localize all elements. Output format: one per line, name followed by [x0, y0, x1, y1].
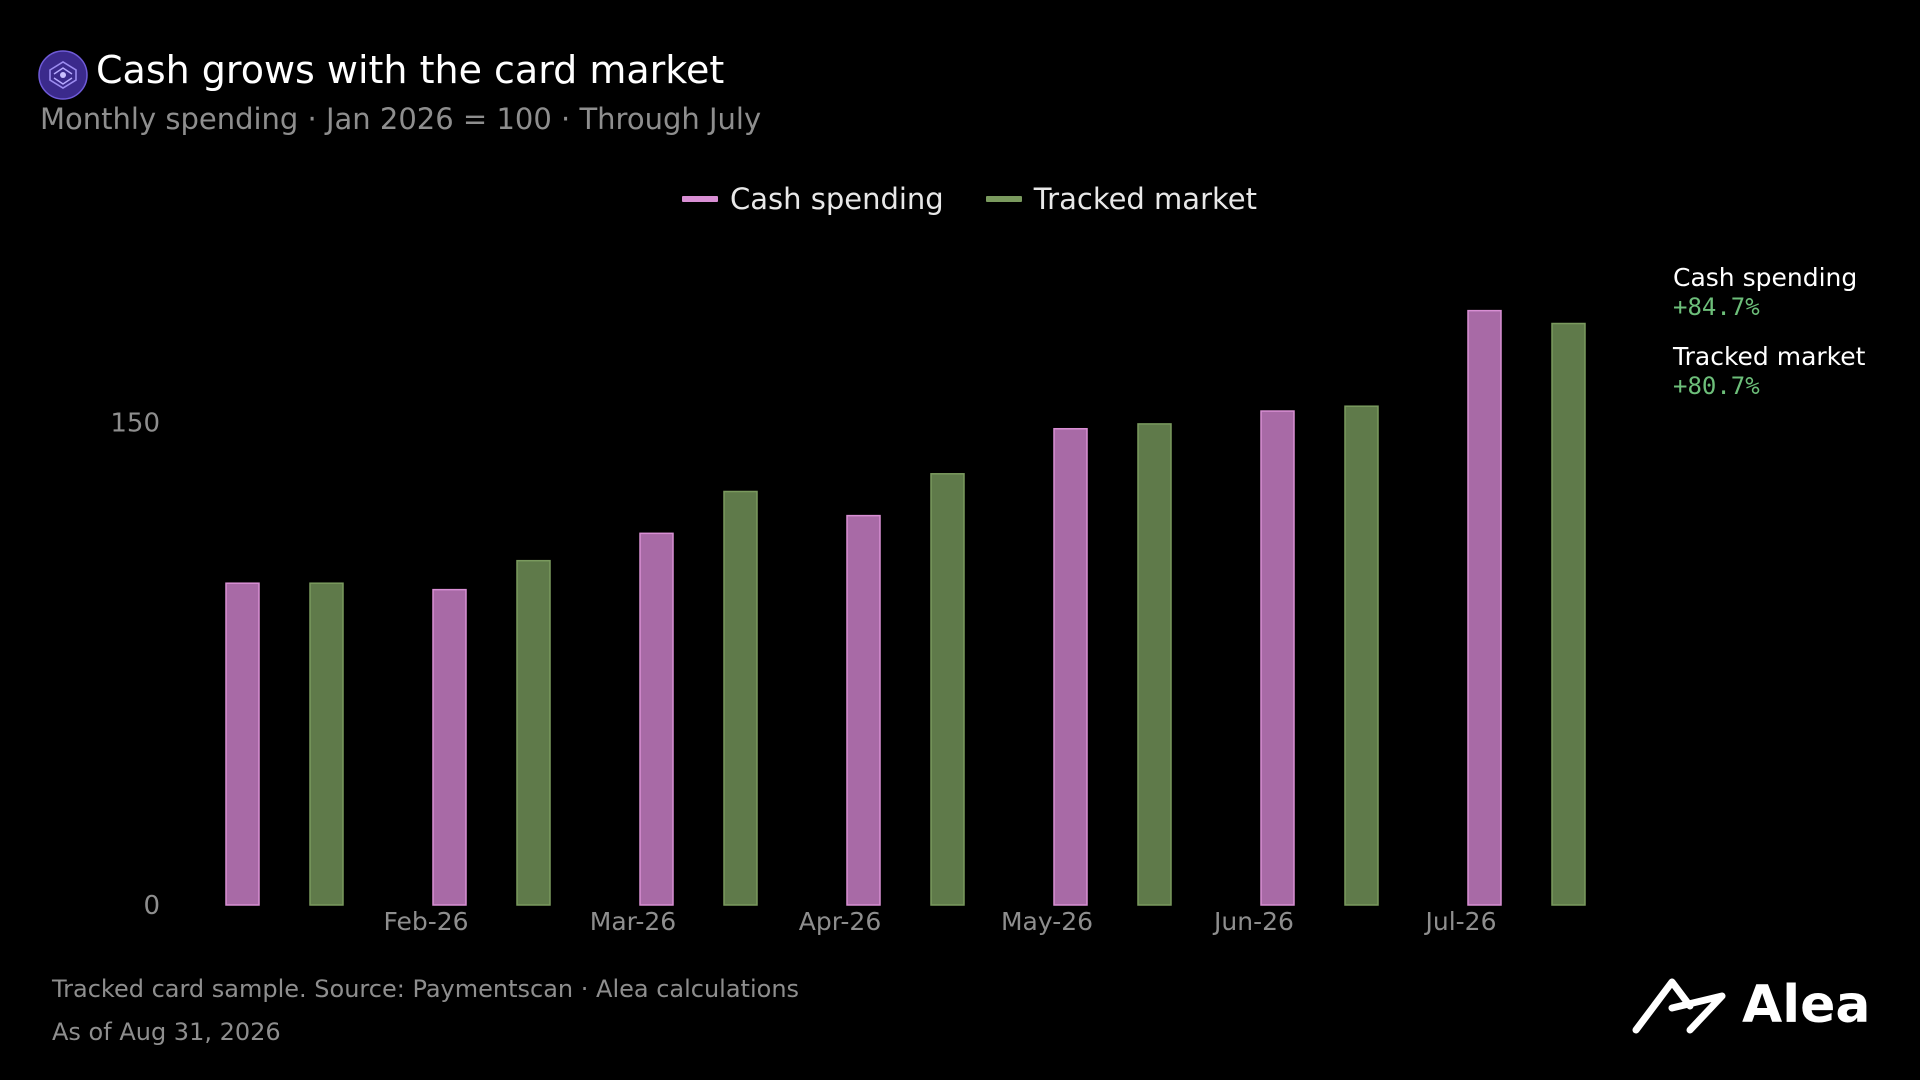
change-callouts: Cash spending +84.7% Tracked market +80.… [1673, 262, 1865, 420]
bar-tracked-market [930, 473, 965, 906]
bar-tracked-market [1551, 322, 1586, 906]
alea-logo-icon [1632, 972, 1726, 1038]
legend-item-cash: Cash spending [682, 182, 944, 216]
y-tick-label: 150 [110, 408, 160, 438]
callout-market: Tracked market +80.7% [1673, 341, 1865, 400]
bar-tracked-market [723, 490, 758, 906]
chart-subtitle: Monthly spending · Jan 2026 = 100 · Thro… [40, 102, 762, 136]
legend-swatch-cash [682, 196, 718, 202]
legend-swatch-market [985, 196, 1022, 202]
chart-title: Cash grows with the card market [96, 48, 725, 92]
bar-tracked-market [1344, 405, 1379, 906]
legend-label-market: Tracked market [1033, 182, 1257, 216]
legend-item-market: Tracked market [985, 182, 1257, 216]
bar-tracked-market [309, 582, 344, 906]
brand: Alea [1632, 972, 1872, 1038]
callout-market-value: +80.7% [1673, 372, 1760, 400]
bar-chart: 0 150 Feb-26 Mar-26 Apr-26 May-26 Jun-26 Jul-26 [110, 309, 1586, 936]
y-tick-label: 0 [143, 891, 160, 921]
x-tick-label: May-26 [1001, 907, 1093, 936]
source-note: Tracked card sample. Source: Paymentscan… [52, 975, 800, 1003]
x-tick-label: Jul-26 [1424, 907, 1497, 936]
as-of-date: As of Aug 31, 2026 [52, 1018, 281, 1046]
bar-cash-spending [846, 514, 881, 906]
bar-cash-spending [1053, 427, 1088, 906]
bar-tracked-market [516, 559, 551, 906]
x-tick-label: Mar-26 [590, 907, 676, 936]
bar-tracked-market [1137, 423, 1172, 906]
callout-cash: Cash spending +84.7% [1673, 262, 1865, 321]
bar-cash-spending [1260, 410, 1295, 906]
footer: Tracked card sample. Source: Paymentscan… [52, 968, 799, 1054]
x-tick-label: Jun-26 [1212, 907, 1294, 936]
bar-cash-spending [225, 582, 260, 906]
callout-cash-value: +84.7% [1673, 293, 1760, 321]
bar-cash-spending [432, 588, 467, 906]
brand-name: Alea [1742, 975, 1871, 1035]
legend: Cash spending Tracked market [682, 182, 1299, 216]
x-tick-label: Feb-26 [383, 907, 468, 936]
header-logo-icon [38, 50, 88, 100]
x-tick-label: Apr-26 [799, 907, 881, 936]
bar-cash-spending [1467, 309, 1502, 906]
callout-cash-name: Cash spending [1673, 263, 1858, 292]
callout-market-name: Tracked market [1673, 342, 1866, 371]
legend-label-cash: Cash spending [730, 182, 944, 216]
bar-cash-spending [639, 532, 674, 906]
